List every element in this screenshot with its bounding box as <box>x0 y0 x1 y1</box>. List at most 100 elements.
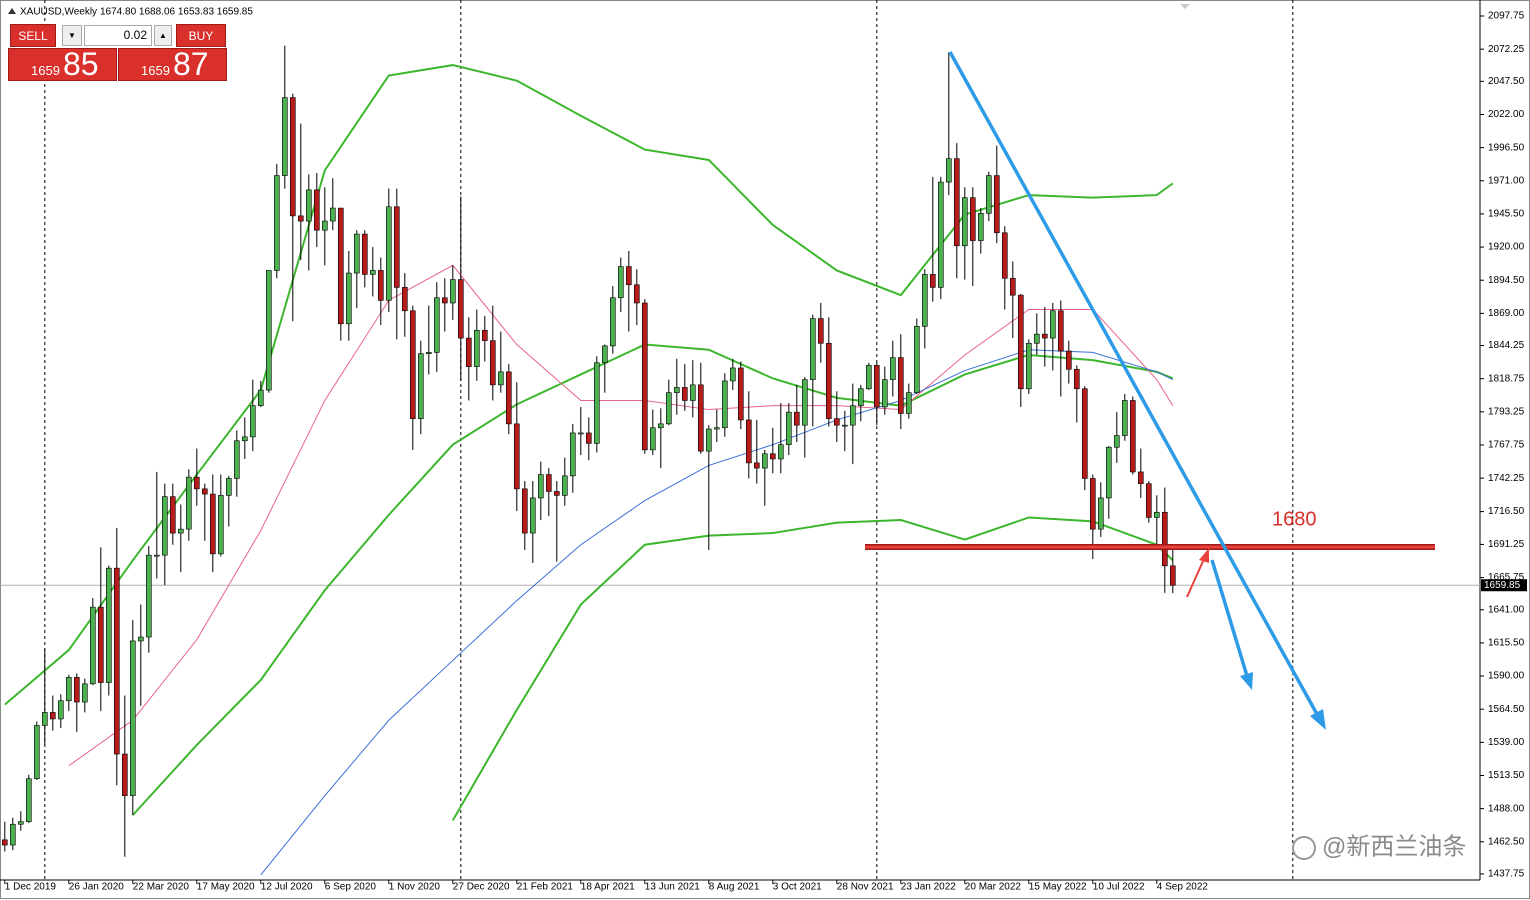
candle-body <box>321 220 328 231</box>
sell-button[interactable]: SELL <box>10 24 56 47</box>
candle-body <box>881 379 888 408</box>
candle-body <box>33 725 40 780</box>
candle-body <box>945 158 952 183</box>
candle-body <box>1034 333 1040 344</box>
candle-body <box>210 493 216 555</box>
candle-body <box>521 488 528 534</box>
candle-body <box>985 175 992 214</box>
candle-body <box>633 284 640 304</box>
y-tick-label: 1742.25 <box>1488 473 1525 484</box>
x-tick-label: 20 Mar 2022 <box>965 882 1022 893</box>
candle-body <box>625 266 632 286</box>
y-tick-label: 1793.25 <box>1488 406 1525 417</box>
candle-body <box>242 436 248 442</box>
candle-body <box>785 411 792 445</box>
y-tick-label: 1920.00 <box>1488 242 1525 253</box>
arrow-head <box>1199 548 1209 563</box>
symbol: XAUUSD,Weekly <box>20 7 97 18</box>
quote: 1674.80 1688.06 1653.83 1659.85 <box>100 7 253 18</box>
candle-body <box>369 270 376 275</box>
sell-price-big: 85 <box>63 46 99 82</box>
candle-body <box>937 181 944 288</box>
candle-body <box>681 387 688 401</box>
candle-body <box>473 329 480 367</box>
candle-body <box>154 554 160 557</box>
lot-down[interactable]: ▼ <box>62 25 82 46</box>
x-tick-label: 3 Oct 2021 <box>773 882 822 893</box>
candle-body <box>98 606 104 683</box>
candle-body <box>297 215 304 222</box>
sell-price-small: 1659 <box>31 63 60 78</box>
y-tick-label: 1641.00 <box>1488 604 1525 615</box>
candle-body <box>186 476 192 530</box>
candle-body <box>361 233 368 275</box>
candle-body <box>385 206 392 301</box>
candle-body <box>194 476 200 490</box>
candle-body <box>226 478 232 496</box>
candle-body <box>1162 511 1168 567</box>
candle-body <box>873 365 880 408</box>
y-tick-label: 1564.50 <box>1488 704 1525 715</box>
current-price-box <box>1481 579 1527 592</box>
candle-body <box>202 488 208 495</box>
candle-body <box>66 677 72 702</box>
candle-body <box>49 712 56 720</box>
candle-body <box>705 428 712 452</box>
buy-button[interactable]: BUY <box>176 24 226 47</box>
candle-body <box>329 207 336 222</box>
candle-body <box>449 279 456 304</box>
candle-body <box>833 418 840 426</box>
candle-body <box>689 384 696 401</box>
candle-body <box>417 353 424 419</box>
buy-price[interactable]: 1659 87 <box>118 46 227 82</box>
x-tick-label: 6 Sep 2020 <box>325 882 377 893</box>
candle-body <box>865 365 872 390</box>
candle-body <box>553 491 560 496</box>
candle-body <box>281 97 288 176</box>
x-tick-label: 18 Apr 2021 <box>581 882 635 893</box>
candle-body <box>1009 277 1016 296</box>
candle-body <box>1082 388 1088 479</box>
trend-line <box>948 51 1320 717</box>
candle-body <box>170 496 176 534</box>
candle-body <box>857 388 864 406</box>
y-tick-label: 1590.00 <box>1488 671 1525 682</box>
candle-body <box>1001 232 1008 279</box>
candle-body <box>953 158 960 247</box>
x-tick-label: 4 Sep 2022 <box>1157 882 1209 893</box>
candle-body <box>257 389 264 406</box>
candle-body <box>41 712 48 726</box>
buy-price-big: 87 <box>173 46 209 82</box>
candle-body <box>665 392 672 425</box>
candle-body <box>497 371 504 386</box>
candle-body <box>769 453 776 460</box>
candle-body <box>425 352 432 354</box>
y-tick-label: 2097.75 <box>1488 11 1525 22</box>
candle-body <box>993 175 1000 234</box>
candle-body <box>1098 497 1104 530</box>
y-tick-label: 1615.50 <box>1488 638 1525 649</box>
lot-up[interactable]: ▲ <box>154 25 172 46</box>
y-tick-label: 1894.50 <box>1488 275 1525 286</box>
candle-body <box>561 475 568 496</box>
candle-body <box>345 272 352 325</box>
candle-body <box>433 297 440 353</box>
candle-body <box>601 345 608 364</box>
candle-body <box>17 821 24 825</box>
current-price-label: 1659.85 <box>1484 580 1521 591</box>
candle-body <box>673 387 680 393</box>
arrow-head <box>1240 672 1253 690</box>
candle-body <box>905 392 912 414</box>
candle-body <box>178 528 184 534</box>
indicator-line <box>4 64 1174 706</box>
y-tick-label: 1818.75 <box>1488 373 1525 384</box>
candle-body <box>1122 400 1128 436</box>
lot-input[interactable]: 0.02 <box>84 25 152 46</box>
sell-price[interactable]: 1659 85 <box>8 46 117 82</box>
y-tick-label: 1971.00 <box>1488 175 1525 186</box>
y-tick-label: 2047.50 <box>1488 76 1525 87</box>
candle-body <box>305 189 312 222</box>
candle-body <box>729 367 736 382</box>
